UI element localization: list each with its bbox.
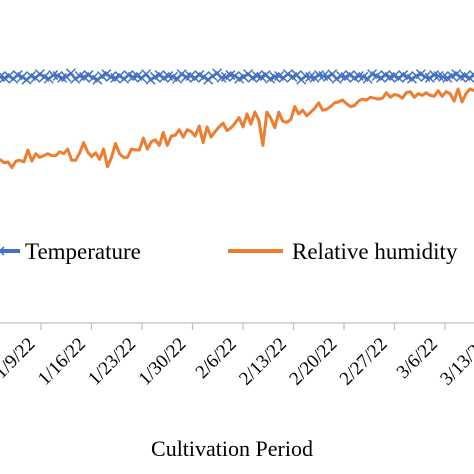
temperature-point-55	[238, 71, 249, 82]
legend-temperature-label: Temperature	[25, 239, 141, 264]
temperature-point-5	[17, 71, 28, 82]
temperature-point-76	[331, 73, 342, 84]
temperature-point-86	[375, 72, 387, 83]
temperature-point-95	[415, 69, 426, 80]
temperature-point-97	[424, 72, 435, 83]
x-tick-label-2: 1/23/22	[84, 334, 140, 390]
legend-relative-humidity-label: Relative humidity	[292, 239, 458, 264]
temperature-point-41	[176, 69, 187, 80]
temperature-point-46	[198, 71, 209, 82]
x-tick-label-1: 1/16/22	[34, 334, 90, 390]
temperature-point-17	[70, 73, 81, 84]
temperature-point-71	[309, 72, 320, 83]
relative-humidity-line	[0, 87, 474, 170]
relative-humidity-series	[0, 87, 474, 170]
x-tick-label-5: 2/13/22	[235, 334, 291, 390]
x-tick-label-9: 3/13/22	[436, 334, 474, 390]
temperature-point-33	[141, 69, 152, 80]
x-tick-label-7: 2/27/22	[336, 334, 392, 390]
temperature-point-103	[451, 69, 462, 80]
temperature-point-20	[83, 70, 94, 81]
temperature-markers	[0, 68, 474, 85]
temperature-point-107	[468, 70, 474, 81]
legend-temperature-marker	[0, 246, 5, 256]
temperature-point-93	[406, 73, 418, 84]
x-tick-label-8: 3/6/22	[393, 334, 442, 383]
x-axis-ticks	[40, 323, 446, 330]
temperature-point-79	[344, 70, 355, 81]
x-tick-label-4: 2/6/22	[192, 334, 241, 383]
x-axis: 1/9/221/16/221/23/221/30/22 2/6/222/13/22…	[0, 322, 474, 390]
temperature-point-36	[154, 70, 165, 81]
temperature-point-16	[65, 68, 76, 79]
temperature-point-74	[322, 71, 333, 82]
temperature-point-27	[114, 70, 125, 82]
x-axis-title: Cultivation Period	[151, 436, 313, 461]
temperature-point-65	[282, 69, 293, 80]
x-tick-label-6: 2/20/22	[285, 334, 341, 390]
x-axis-tick-labels: 1/9/221/16/221/23/221/30/22 2/6/222/13/22…	[0, 334, 474, 390]
legend: Temperature Relative humidity	[0, 239, 458, 264]
temperature-point-44	[189, 72, 200, 83]
plot-area	[0, 68, 474, 170]
temperature-point-48	[207, 70, 218, 82]
temperature-point-2	[3, 70, 14, 82]
temperature-point-106	[464, 72, 474, 83]
x-tick-label-3: 1/30/22	[135, 334, 191, 390]
temperature-point-34	[145, 74, 156, 85]
temperature-point-53	[229, 70, 240, 82]
temperature-point-24	[101, 69, 112, 80]
temperature-point-9	[34, 69, 45, 80]
temperature-point-90	[393, 72, 404, 83]
